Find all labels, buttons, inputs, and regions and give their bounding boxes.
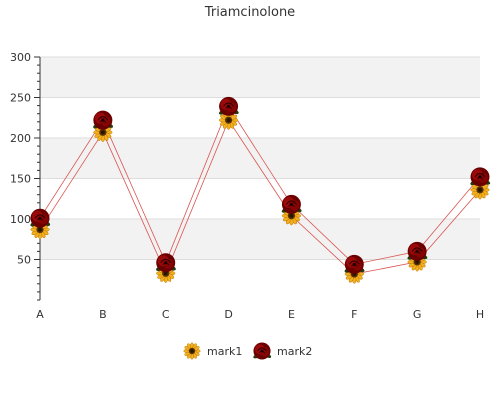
data-point-mark1-H bbox=[470, 180, 490, 200]
data-point-mark2-A bbox=[30, 208, 51, 228]
y-tick-label: 50 bbox=[17, 254, 31, 267]
data-point-mark2-E bbox=[281, 194, 302, 214]
grid-band bbox=[40, 259, 480, 300]
data-point-mark2-B bbox=[93, 110, 114, 130]
data-point-mark2-G bbox=[407, 241, 428, 261]
x-tick-label: H bbox=[476, 308, 484, 321]
grid-bands bbox=[40, 57, 480, 300]
data-point-mark2-C bbox=[156, 253, 176, 273]
legend-label: mark1 bbox=[207, 345, 242, 358]
grid-band bbox=[40, 138, 480, 179]
x-tick-label: D bbox=[224, 308, 232, 321]
y-tick-label: 250 bbox=[10, 92, 31, 105]
y-tick-label: 100 bbox=[10, 213, 31, 226]
grid-band bbox=[40, 97, 480, 138]
legend-item-mark2: mark2 bbox=[253, 342, 312, 360]
legend: mark1 mark2 bbox=[183, 342, 312, 360]
y-tick-label: 300 bbox=[10, 51, 31, 64]
y-tick-label: 200 bbox=[10, 132, 31, 145]
x-tick-label: A bbox=[36, 308, 44, 321]
data-point-mark2-F bbox=[344, 254, 365, 274]
axes: 50 100 150 200 250 300 A B C D E F G H bbox=[10, 51, 484, 321]
x-tick-label: G bbox=[413, 308, 422, 321]
x-tick-label: C bbox=[162, 308, 170, 321]
x-tick-label: E bbox=[288, 308, 295, 321]
legend-label: mark2 bbox=[277, 345, 312, 358]
rose-icon bbox=[253, 342, 272, 360]
x-tick-label: B bbox=[99, 308, 107, 321]
data-point-mark2-D bbox=[218, 96, 239, 116]
legend-item-mark1: mark1 bbox=[183, 342, 242, 360]
series-markers bbox=[30, 96, 491, 284]
chart-title: Triamcinolone bbox=[204, 5, 295, 20]
data-point-mark1-E bbox=[281, 206, 302, 226]
series-line-mark1 bbox=[39, 119, 481, 275]
series-line-mark2 bbox=[39, 105, 481, 265]
gridlines bbox=[40, 56, 480, 260]
data-point-mark2-H bbox=[470, 167, 491, 187]
grid-band bbox=[40, 178, 480, 219]
x-tick-label: F bbox=[351, 308, 357, 321]
y-tick-label: 150 bbox=[10, 173, 31, 186]
grid-band bbox=[40, 57, 480, 98]
grid-band bbox=[40, 219, 480, 260]
sunflower-icon bbox=[183, 342, 201, 360]
series-lines bbox=[39, 105, 481, 275]
